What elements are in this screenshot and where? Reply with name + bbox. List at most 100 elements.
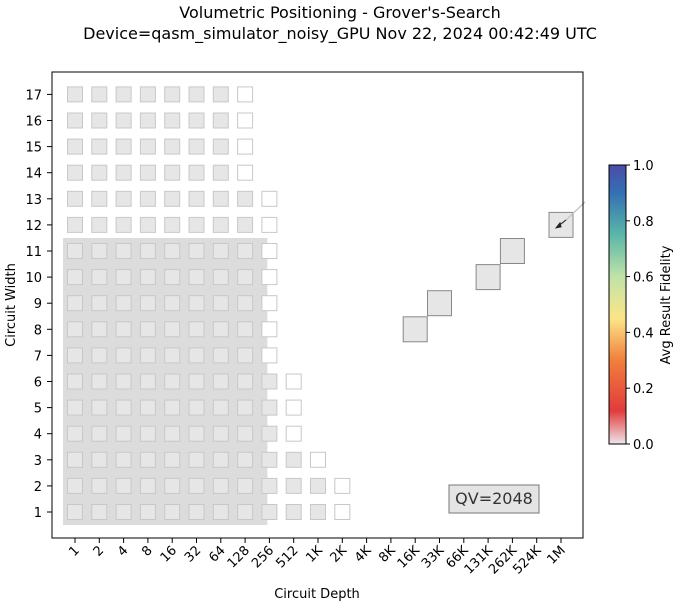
grid-cell <box>285 504 302 520</box>
grid-cell <box>139 295 156 312</box>
x-tick-label: 128 <box>225 543 253 571</box>
grid-cell <box>164 321 181 338</box>
grid-cell <box>67 243 83 259</box>
x-tick-label: 2 <box>91 543 107 559</box>
y-tick-label: 6 <box>34 376 42 391</box>
colorbar-tick-label: 0.0 <box>633 438 654 453</box>
y-tick-label: 17 <box>25 88 42 103</box>
grid-cell-outline <box>285 425 302 442</box>
grid-cell <box>139 86 156 103</box>
grid-cell <box>212 112 229 129</box>
grid-cell <box>139 347 156 364</box>
grid-cell <box>91 477 108 494</box>
grid-cell-outline <box>285 373 302 390</box>
grid-cell-outline <box>237 138 254 155</box>
grid-cell <box>212 164 229 181</box>
result-point <box>499 238 525 264</box>
colorbar-gradient <box>608 164 627 445</box>
grid-cell <box>188 504 205 520</box>
grid-cell <box>164 216 181 233</box>
grid-cell <box>212 321 229 338</box>
grid-cell <box>139 112 156 129</box>
grid-cell <box>237 321 254 338</box>
grid-cell <box>67 477 83 494</box>
grid-cell <box>212 190 229 207</box>
grid-cell <box>91 399 108 416</box>
grid-cell <box>188 425 205 442</box>
grid-cell <box>164 347 181 364</box>
y-tick-label: 13 <box>25 193 42 208</box>
grid-cell <box>212 451 229 468</box>
grid-cell <box>139 425 156 442</box>
grid-cell <box>237 451 254 468</box>
grid-cell <box>212 373 229 390</box>
grid-cell <box>67 164 83 181</box>
grid-cell <box>261 399 278 416</box>
grid-cell <box>67 86 83 103</box>
grid-cell-outline <box>261 295 278 312</box>
result-point <box>402 316 428 343</box>
grid-cell <box>115 190 132 207</box>
grid-cell <box>188 321 205 338</box>
grid-cell <box>188 347 205 364</box>
colorbar-tick-label: 1.0 <box>633 159 654 174</box>
grid-cell <box>91 425 108 442</box>
grid-cell <box>188 295 205 312</box>
grid-cell <box>164 243 181 259</box>
grid-cell <box>139 138 156 155</box>
x-axis-label: Circuit Depth <box>274 587 360 602</box>
plot-area <box>63 86 586 525</box>
grid-cell <box>91 269 108 286</box>
grid-cell <box>91 138 108 155</box>
grid-cell <box>237 504 254 520</box>
grid-cell <box>91 321 108 338</box>
grid-cell-outline <box>334 504 351 520</box>
x-tick-label: 524K <box>510 543 545 578</box>
grid-cell <box>91 86 108 103</box>
grid-cell <box>164 112 181 129</box>
grid-cell <box>164 425 181 442</box>
grid-cell <box>164 86 181 103</box>
grid-cell <box>188 243 205 259</box>
grid-cell <box>67 321 83 338</box>
result-point <box>475 264 501 291</box>
grid-cell <box>139 216 156 233</box>
grid-cell <box>139 190 156 207</box>
x-tick-label: 4K <box>352 543 375 566</box>
grid-cell <box>285 451 302 468</box>
grid-cell-outline <box>285 399 302 416</box>
grid-cell <box>237 373 254 390</box>
y-tick-label: 11 <box>25 245 42 260</box>
grid-cell-outline <box>261 347 278 364</box>
grid-cell <box>115 86 132 103</box>
y-tick-label: 8 <box>34 323 42 338</box>
grid-cell <box>115 138 132 155</box>
qv-label: QV=2048 <box>455 489 533 508</box>
chart-subtitle: Device=qasm_simulator_noisy_GPU Nov 22, … <box>83 24 597 44</box>
x-tick-label: 33K <box>419 543 448 572</box>
colorbar-tick-label: 0.4 <box>633 326 654 341</box>
grid-cell <box>139 243 156 259</box>
y-tick-label: 15 <box>25 141 42 156</box>
grid-cell <box>115 112 132 129</box>
grid-cell <box>115 243 132 259</box>
grid-cell <box>188 373 205 390</box>
grid-cell <box>164 295 181 312</box>
x-tick-label: 1K <box>303 543 326 566</box>
grid-cell <box>67 216 83 233</box>
grid-cell <box>164 190 181 207</box>
grid-cell <box>188 164 205 181</box>
grid-cell <box>188 477 205 494</box>
y-tick-label: 14 <box>25 167 42 182</box>
grid-cell <box>237 399 254 416</box>
grid-cell <box>115 504 132 520</box>
grid-cell <box>115 373 132 390</box>
y-tick-label: 7 <box>34 349 42 364</box>
x-tick-label: 4 <box>115 543 131 559</box>
grid-cell <box>237 216 254 233</box>
grid-cell-outline <box>334 477 351 494</box>
grid-cell <box>237 190 254 207</box>
grid-cell <box>310 477 326 494</box>
y-tick-label: 5 <box>34 402 42 417</box>
